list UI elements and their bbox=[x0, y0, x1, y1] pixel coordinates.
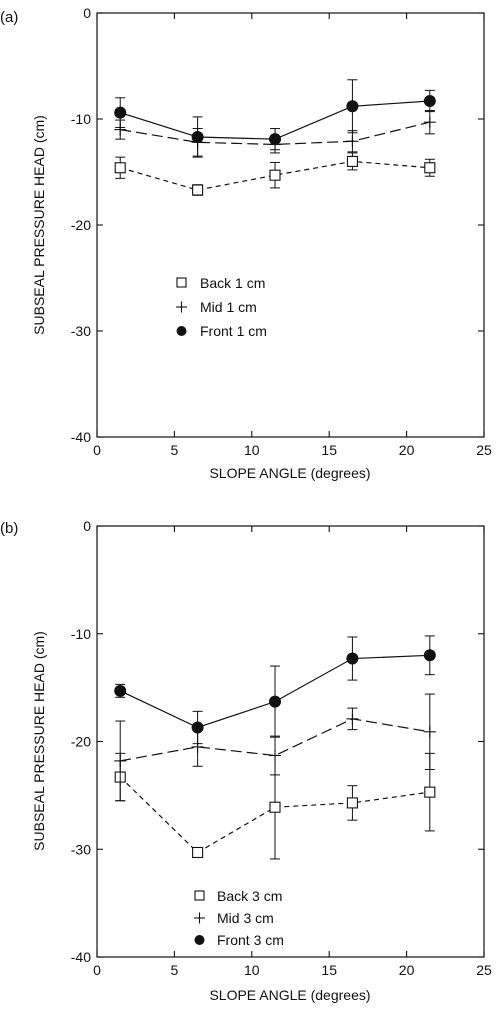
y-tick-label: -40 bbox=[71, 429, 91, 445]
series-line-mid-3-cm bbox=[120, 718, 430, 762]
plot-frame-a bbox=[96, 12, 485, 438]
y-axis-label-b: SUBSEAL PRESSURE HEAD (cm) bbox=[31, 631, 47, 851]
y-tick-label: -20 bbox=[71, 734, 91, 750]
data-point-mid-3-cm bbox=[269, 749, 282, 762]
data-point-mid-3-cm bbox=[346, 712, 359, 725]
series-line-mid-1-cm bbox=[120, 121, 430, 146]
series-mid-3-cm bbox=[114, 693, 436, 802]
data-point-back-3-cm bbox=[346, 797, 358, 809]
data-point-back-1-cm bbox=[269, 169, 281, 181]
plot-frame-b bbox=[96, 525, 485, 958]
series-group-b bbox=[114, 635, 436, 860]
panel-label-b: (b) bbox=[0, 520, 18, 537]
series-line-back-3-cm bbox=[119, 776, 430, 854]
data-point-back-3-cm bbox=[424, 786, 436, 798]
y-tick-label: -30 bbox=[71, 323, 91, 339]
x-axis-label-a: SLOPE ANGLE (degrees) bbox=[209, 465, 370, 481]
legend-marker-back-b bbox=[194, 890, 205, 901]
y-tick-label: -30 bbox=[71, 841, 91, 857]
x-tick-label: 10 bbox=[244, 442, 260, 458]
legend-marker-mid-b bbox=[194, 912, 205, 924]
series-group-a bbox=[114, 79, 436, 196]
legend-label-back-b: Back 3 cm bbox=[217, 888, 282, 904]
series-front-1-cm bbox=[114, 79, 436, 158]
x-axis-label-b: SLOPE ANGLE (degrees) bbox=[209, 987, 370, 1003]
y-tick-label: 0 bbox=[83, 518, 91, 534]
axes-b: 0 5 10 15 20 25 0 -10 -20 -30 -40 bbox=[71, 518, 492, 978]
data-point-mid-1-cm bbox=[423, 116, 436, 129]
x-tick-label: 10 bbox=[244, 962, 260, 978]
x-tick-label: 20 bbox=[399, 962, 415, 978]
legend-label-back-a: Back 1 cm bbox=[200, 275, 265, 291]
legend-marker-front-a bbox=[176, 326, 187, 336]
y-axis-label-a: SUBSEAL PRESSURE HEAD (cm) bbox=[31, 115, 47, 335]
data-point-front-1-cm bbox=[423, 94, 436, 107]
legend-label-mid-b: Mid 3 cm bbox=[217, 910, 274, 926]
series-back-1-cm bbox=[114, 152, 436, 196]
y-tick-label: -10 bbox=[71, 626, 91, 642]
chart-panel-b: (b) 0 5 10 15 20 25 0 -10 -20 -30 -40 SLOPE ANGLE … bbox=[0, 518, 492, 1003]
y-tick-label: -40 bbox=[71, 949, 91, 965]
x-tick-label: 25 bbox=[476, 442, 492, 458]
legend-label-mid-a: Mid 1 cm bbox=[200, 299, 257, 315]
x-tick-label: 0 bbox=[93, 442, 101, 458]
axes-a: 0 5 10 15 20 25 0 -10 -20 -30 -40 bbox=[71, 5, 492, 458]
data-point-mid-1-cm bbox=[346, 135, 359, 148]
chart-panel-a: (a) 0 5 10 15 20 25 0 -10 -20 -30 -40 SLOPE ANGLE … bbox=[0, 5, 492, 481]
data-point-back-3-cm bbox=[269, 801, 281, 813]
data-point-front-3-cm bbox=[423, 649, 436, 662]
series-line-back-1-cm bbox=[120, 160, 430, 191]
series-front-3-cm bbox=[114, 635, 436, 745]
data-point-back-1-cm bbox=[424, 162, 436, 174]
data-point-back-1-cm bbox=[114, 162, 126, 174]
data-point-front-1-cm bbox=[346, 100, 359, 113]
panel-label-a: (a) bbox=[0, 9, 18, 26]
legend-a: Back 1 cm Mid 1 cm Front 1 cm bbox=[176, 275, 267, 339]
y-tick-label: -20 bbox=[71, 217, 91, 233]
x-tick-label: 5 bbox=[171, 442, 179, 458]
legend-label-front-a: Front 1 cm bbox=[200, 323, 267, 339]
data-point-back-3-cm bbox=[192, 846, 204, 859]
legend-marker-front-b bbox=[194, 935, 205, 945]
y-tick-label: 0 bbox=[83, 5, 91, 21]
data-point-front-1-cm bbox=[269, 133, 282, 146]
legend-label-front-b: Front 3 cm bbox=[217, 932, 284, 948]
data-point-front-3-cm bbox=[346, 652, 359, 665]
data-point-mid-3-cm bbox=[423, 725, 436, 738]
data-point-front-3-cm bbox=[269, 695, 282, 708]
data-point-front-3-cm bbox=[191, 721, 204, 734]
data-point-front-1-cm bbox=[114, 106, 127, 119]
data-point-back-1-cm bbox=[346, 155, 358, 167]
legend-marker-mid-a bbox=[176, 301, 187, 313]
x-tick-label: 0 bbox=[93, 962, 101, 978]
data-point-front-1-cm bbox=[191, 131, 204, 144]
data-point-mid-3-cm bbox=[114, 754, 127, 767]
y-tick-label: -10 bbox=[71, 111, 91, 127]
legend-marker-back-a bbox=[176, 277, 187, 288]
x-tick-label: 15 bbox=[321, 962, 337, 978]
legend-b: Back 3 cm Mid 3 cm Front 3 cm bbox=[194, 888, 284, 948]
data-point-back-1-cm bbox=[192, 184, 204, 196]
x-tick-label: 5 bbox=[171, 962, 179, 978]
x-tick-label: 25 bbox=[476, 962, 492, 978]
x-tick-label: 20 bbox=[399, 442, 415, 458]
data-point-front-3-cm bbox=[114, 684, 127, 697]
x-tick-label: 15 bbox=[321, 442, 337, 458]
